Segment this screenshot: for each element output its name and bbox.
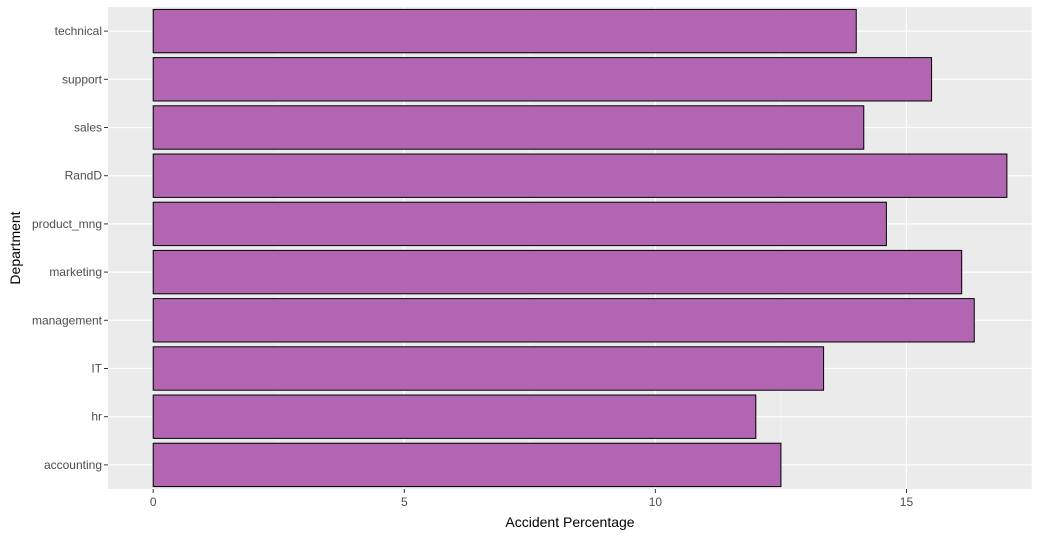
bar-hr [152, 394, 757, 439]
y-tick-label: hr [91, 410, 102, 424]
y-tick-label: management [32, 313, 103, 327]
bar-management [152, 298, 975, 343]
bar-randd [152, 153, 1008, 198]
y-tick-label: RandD [65, 169, 103, 183]
y-tick-label: technical [55, 24, 102, 38]
bar-sales [152, 105, 865, 150]
bar-accounting [152, 442, 782, 488]
y-tick-label: accounting [44, 458, 102, 472]
y-tick-label: marketing [49, 265, 102, 279]
x-tick-label: 10 [649, 495, 663, 509]
x-tick-label: 5 [401, 495, 408, 509]
bars [152, 8, 1008, 488]
x-tick-label: 0 [150, 495, 157, 509]
bar-it [152, 346, 825, 391]
y-tick-label: support [62, 72, 103, 86]
axes: 0 5 10 15 accounting hr IT management marketing p… [32, 24, 913, 509]
y-tick-label: product_mng [32, 217, 102, 231]
y-tick-label: sales [74, 121, 102, 135]
x-axis-title: Accident Percentage [505, 514, 634, 530]
bar-marketing [152, 249, 963, 295]
y-axis-title: Department [7, 211, 23, 284]
x-tick-label: 15 [900, 495, 914, 509]
bar-product-mng [152, 201, 887, 247]
y-tick-label: IT [91, 362, 102, 376]
bar-support [152, 57, 933, 102]
bar-technical [152, 8, 857, 54]
